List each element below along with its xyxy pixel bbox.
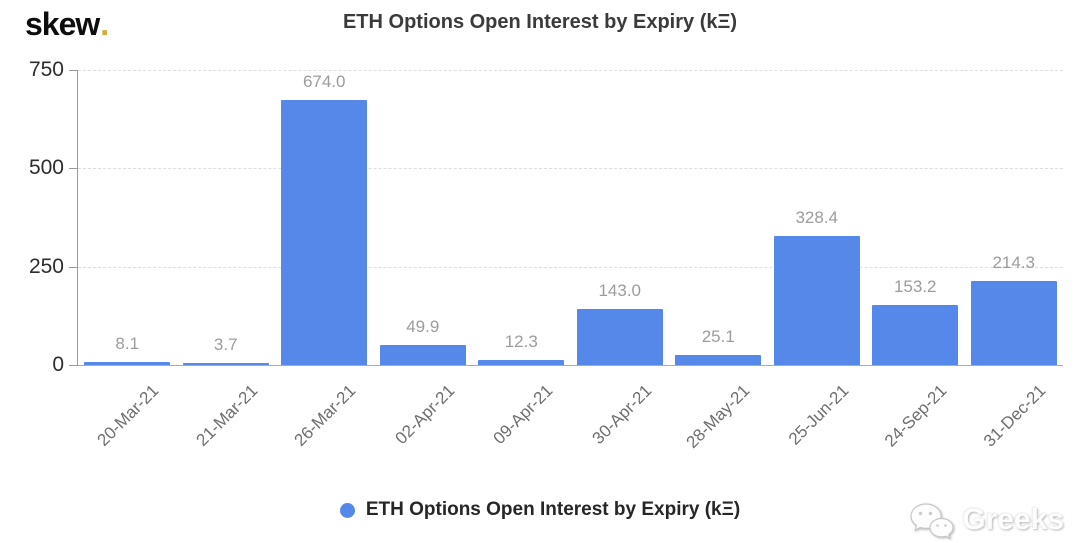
bar[interactable]: [576, 308, 663, 365]
bar[interactable]: [379, 345, 466, 365]
bar-value-label: 8.1: [115, 333, 140, 353]
legend-item[interactable]: ETH Options Open Interest by Expiry (kΞ): [0, 499, 1080, 521]
bar-value-label: 49.9: [406, 317, 440, 337]
skew-logo: skew.: [25, 6, 109, 43]
bar[interactable]: [84, 361, 171, 365]
y-axis-tick: [69, 266, 78, 268]
bar-value-label: 214.3: [992, 252, 1036, 272]
x-axis-tick-label: 30-Apr-21: [588, 381, 656, 448]
x-axis-tick-label: 02-Apr-21: [391, 381, 459, 448]
y-axis-line: [77, 70, 78, 365]
y-axis-tick: [69, 70, 78, 71]
bar-value-label: 143.0: [598, 280, 642, 300]
legend-label: ETH Options Open Interest by Expiry (kΞ): [365, 499, 741, 520]
bar-value-label: 328.4: [795, 207, 839, 227]
y-axis-tick: [69, 365, 78, 366]
legend-marker-icon: [339, 502, 355, 518]
y-axis-tick-label: 0: [52, 353, 64, 376]
y-axis-tick-label: 750: [28, 58, 64, 81]
x-axis-tick-label: 21-Mar-21: [192, 381, 262, 450]
y-axis-tick: [69, 168, 78, 170]
bar[interactable]: [281, 99, 368, 365]
x-axis-tick-label: 20-Mar-21: [93, 381, 163, 450]
bar-value-label: 674.0: [302, 71, 346, 91]
watermark-label: Greeks: [962, 503, 1064, 536]
bar-value-label: 153.2: [893, 276, 937, 296]
skew-logo-text: skew: [25, 6, 100, 42]
bar[interactable]: [182, 363, 269, 365]
x-axis-line: [78, 365, 1063, 366]
wechat-icon: [910, 503, 954, 539]
gridline: [78, 168, 1063, 170]
bar-value-label: 25.1: [701, 327, 735, 347]
y-axis-tick-label: 500: [28, 156, 64, 180]
chart-title: ETH Options Open Interest by Expiry (kΞ): [342, 11, 738, 33]
x-axis-tick-label: 09-Apr-21: [489, 381, 557, 448]
x-axis-tick-label: 31-Dec-21: [979, 381, 1050, 451]
bar[interactable]: [970, 280, 1057, 365]
greeks-watermark: Greeks: [908, 501, 1064, 539]
gridline: [78, 266, 1063, 268]
skew-logo-dot: .: [100, 6, 109, 42]
gridline: [78, 70, 1063, 71]
x-axis-tick-label: 24-Sep-21: [881, 381, 951, 451]
x-axis-tick-label: 28-May-21: [682, 381, 754, 452]
bar[interactable]: [773, 235, 860, 365]
x-axis-tick-label: 25-Jun-21: [784, 381, 853, 449]
bar[interactable]: [478, 360, 565, 365]
y-axis-tick-label: 250: [28, 254, 64, 278]
x-axis-tick-label: 26-Mar-21: [290, 381, 360, 450]
bar[interactable]: [872, 304, 959, 365]
bar-value-label: 12.3: [504, 332, 538, 352]
bar-value-label: 3.7: [213, 335, 238, 354]
bar[interactable]: [675, 355, 762, 365]
